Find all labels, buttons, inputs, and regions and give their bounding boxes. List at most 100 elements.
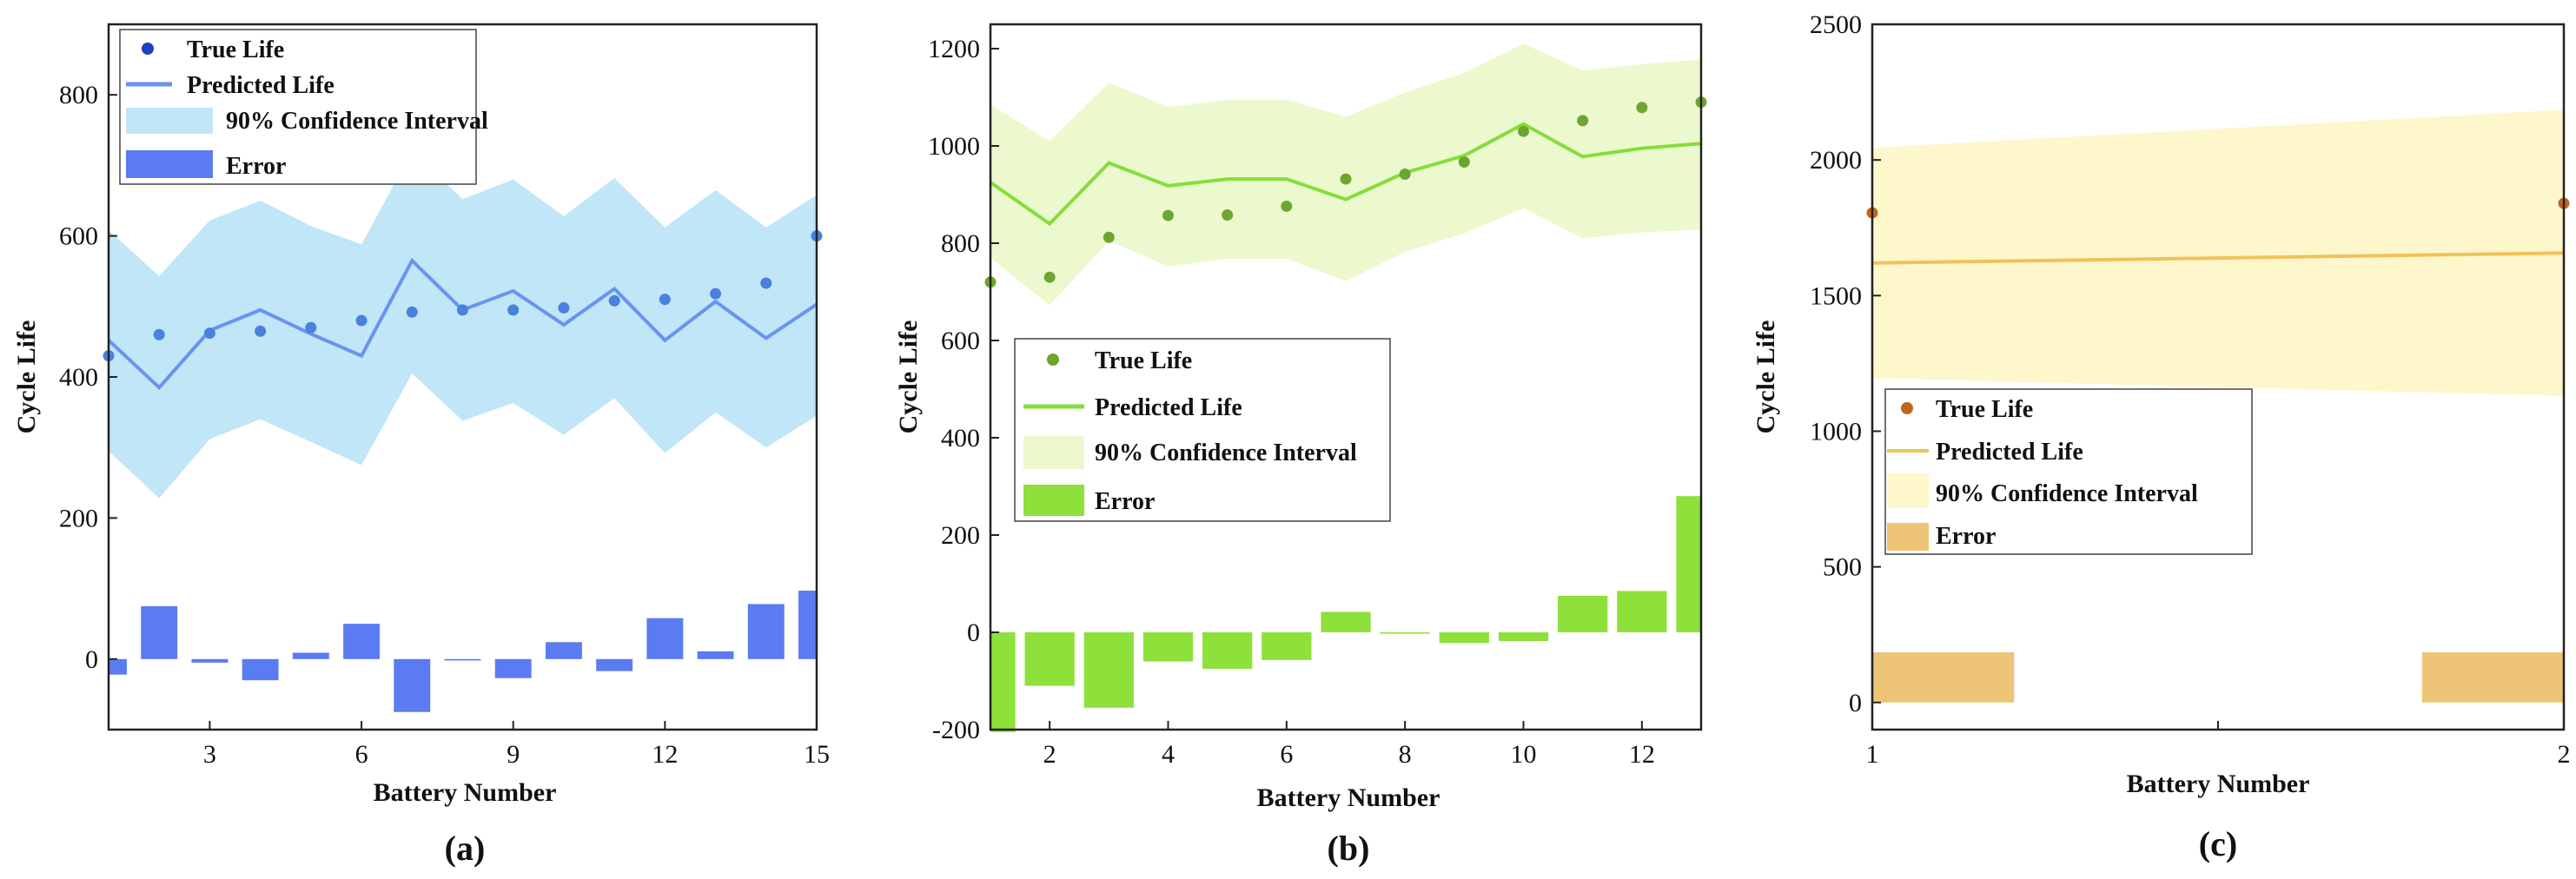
true-point-a-10 bbox=[558, 301, 570, 314]
legend-bar-marker-b bbox=[1023, 485, 1084, 516]
x-axis-label-c: Battery Number bbox=[2127, 770, 2310, 798]
x-tick-label-b: 12 bbox=[1629, 740, 1655, 769]
error-bar-b-1 bbox=[990, 632, 1016, 732]
panel-label-b: (b) bbox=[1328, 829, 1370, 868]
error-bars-layer-b bbox=[990, 496, 1701, 732]
y-tick-label-c: 2000 bbox=[1810, 146, 1862, 175]
x-ticks-b: 2 4 6 8 10 12 bbox=[1043, 721, 1655, 769]
x-axis-label-b: Battery Number bbox=[1257, 783, 1440, 812]
error-bar-a-2 bbox=[141, 605, 178, 659]
legend-box-c bbox=[1884, 388, 2253, 555]
y-ticks-c: 0 500 1000 1500 2000 2500 bbox=[1810, 10, 1881, 717]
legend-true-label-b: True Life bbox=[1095, 347, 1192, 374]
legend-pred-label-b: Predicted Life bbox=[1095, 394, 1242, 421]
true-point-b-3 bbox=[1103, 231, 1115, 243]
true-point-b-10 bbox=[1518, 125, 1529, 137]
x-ticks-a: 3 6 9 12 15 bbox=[203, 721, 830, 769]
x-tick-label-a: 9 bbox=[507, 740, 520, 769]
error-bar-a-9 bbox=[494, 658, 532, 678]
true-point-b-8 bbox=[1399, 168, 1411, 180]
y-axis-label-a: Cycle Life bbox=[12, 321, 41, 434]
true-point-b-6 bbox=[1281, 200, 1293, 212]
error-bar-a-3 bbox=[191, 658, 228, 663]
chart-panel-a: 0 200 400 600 800 3 6 9 12 15 Battery Number Cyc… bbox=[12, 23, 830, 868]
true-point-a-5 bbox=[305, 321, 317, 334]
legend-true-label-c: True Life bbox=[1936, 396, 2033, 423]
y-tick-label-b: 0 bbox=[967, 618, 980, 647]
error-bar-b-8 bbox=[1380, 632, 1430, 634]
x-tick-label-b: 6 bbox=[1280, 740, 1293, 769]
x-tick-label-a: 15 bbox=[804, 740, 830, 769]
y-axis-label-b: Cycle Life bbox=[894, 321, 923, 434]
y-tick-label-c: 500 bbox=[1823, 553, 1862, 582]
true-point-a-9 bbox=[507, 304, 520, 316]
y-axis-label-c: Cycle Life bbox=[1752, 321, 1780, 434]
error-bar-a-6 bbox=[343, 624, 381, 659]
y-tick-label-a: 600 bbox=[59, 222, 98, 251]
legend-true-marker-b bbox=[1047, 354, 1059, 366]
confidence-band-layer-a bbox=[109, 151, 817, 499]
x-tick-label-a: 3 bbox=[203, 740, 216, 769]
y-tick-label-a: 800 bbox=[59, 81, 98, 109]
error-bar-b-2 bbox=[1024, 632, 1075, 686]
error-bar-c-1 bbox=[1872, 651, 2015, 703]
error-bar-a-10 bbox=[545, 642, 582, 659]
legend-a: True Life Predicted Life 90% Confidence … bbox=[119, 29, 488, 185]
y-tick-label-b: 800 bbox=[941, 229, 980, 258]
y-tick-label-b: 1000 bbox=[928, 132, 980, 161]
y-ticks-b: -200 0 200 400 600 800 1000 1200 bbox=[928, 35, 999, 744]
legend-bar-marker-a bbox=[126, 150, 213, 178]
x-tick-label-b: 8 bbox=[1399, 740, 1412, 769]
true-point-b-11 bbox=[1577, 115, 1589, 127]
confidence-band-a bbox=[109, 151, 817, 499]
true-point-b-9 bbox=[1458, 155, 1470, 168]
legend-true-label-a: True Life bbox=[187, 36, 284, 63]
y-tick-label-a: 400 bbox=[59, 363, 98, 392]
error-bar-a-13 bbox=[697, 651, 734, 659]
x-tick-label-b: 10 bbox=[1511, 740, 1537, 769]
true-point-a-7 bbox=[406, 306, 418, 318]
legend-band-label-c: 90% Confidence Interval bbox=[1936, 480, 2198, 507]
error-bar-a-4 bbox=[242, 658, 279, 681]
panel-label-c: (c) bbox=[2199, 824, 2237, 863]
y-tick-label-c: 2500 bbox=[1810, 10, 1862, 39]
error-bar-a-11 bbox=[596, 658, 633, 671]
legend-b: True Life Predicted Life 90% Confidence … bbox=[1014, 338, 1391, 522]
true-point-a-8 bbox=[457, 304, 468, 316]
legend-bar-marker-c bbox=[1887, 523, 1929, 551]
error-bar-a-1 bbox=[109, 658, 127, 675]
y-tick-label-b: 1200 bbox=[928, 35, 980, 63]
y-tick-label-b: 200 bbox=[941, 521, 980, 550]
error-bar-a-14 bbox=[747, 604, 785, 659]
y-tick-label-a: 200 bbox=[59, 504, 98, 532]
legend-band-marker-a bbox=[126, 108, 213, 134]
y-tick-label-c: 1000 bbox=[1810, 417, 1862, 446]
y-tick-label-c: 1500 bbox=[1810, 281, 1862, 310]
y-tick-label-b: -200 bbox=[932, 716, 980, 744]
error-bar-b-12 bbox=[1617, 591, 1667, 632]
y-tick-label-a: 0 bbox=[85, 645, 98, 674]
error-bar-b-9 bbox=[1439, 632, 1489, 644]
error-bar-b-7 bbox=[1321, 611, 1371, 632]
true-point-a-11 bbox=[608, 294, 620, 307]
chart-panel-b: -200 0 200 400 600 800 1000 1200 2 4 6 8 10 12 Batte… bbox=[894, 23, 1707, 868]
error-bar-a-7 bbox=[394, 658, 431, 712]
true-point-b-12 bbox=[1636, 102, 1648, 114]
true-point-b-2 bbox=[1043, 271, 1056, 283]
error-bar-b-3 bbox=[1083, 632, 1134, 708]
error-bar-b-11 bbox=[1558, 596, 1608, 632]
confidence-band-layer-c bbox=[1872, 109, 2564, 396]
legend-band-label-b: 90% Confidence Interval bbox=[1095, 440, 1357, 466]
predicted-line-b bbox=[989, 122, 1702, 227]
true-point-a-12 bbox=[659, 294, 671, 306]
plot-frame-b bbox=[989, 23, 1703, 731]
panel-label-a: (a) bbox=[445, 829, 486, 868]
x-tick-label-a: 12 bbox=[652, 740, 678, 769]
true-point-b-5 bbox=[1222, 209, 1234, 221]
legend-bar-label-a: Error bbox=[226, 153, 286, 180]
legend-bar-label-c: Error bbox=[1936, 523, 1996, 550]
prediction-line-layer-b bbox=[989, 122, 1702, 227]
